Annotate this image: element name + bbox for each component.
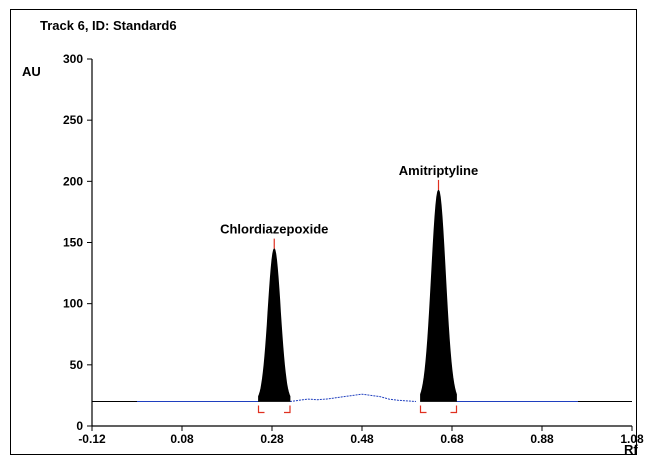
x-tick-label: -0.12 [78,432,106,446]
x-tick-label: 0.08 [170,432,194,446]
y-tick-label: 150 [63,236,83,250]
y-tick-label: 0 [76,419,83,433]
x-tick-label: 0.88 [530,432,554,446]
x-tick-label: 0.68 [440,432,464,446]
chart-title: Track 6, ID: Standard6 [40,18,177,33]
x-tick-label: 0.28 [260,432,284,446]
peak-area [421,190,457,402]
x-tick-label: 1.08 [620,432,644,446]
peak-start-bracket [421,406,427,413]
y-tick-label: 250 [63,113,83,127]
peak-area [259,249,291,402]
y-axis-label: AU [22,64,41,79]
x-tick-label: 0.48 [350,432,374,446]
peak-label: Amitriptyline [399,163,478,178]
peak-end-bracket [451,406,457,413]
peak-label: Chlordiazepoxide [220,222,328,237]
peak-end-bracket [284,406,290,413]
plot-area: 0 50 100 150 200 250 300 -0.12 0.08 0.28 0.48 0.68 0… [63,52,644,446]
y-tick-label: 300 [63,52,83,66]
noise-trace [290,394,416,401]
y-tick-label: 200 [63,174,83,188]
y-tick-label: 100 [63,297,83,311]
y-tick-label: 50 [70,358,84,372]
peak-start-bracket [259,406,265,413]
